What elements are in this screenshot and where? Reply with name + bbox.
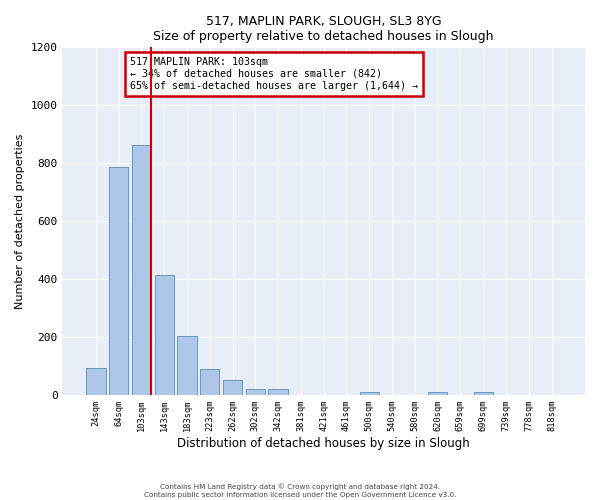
Bar [155,274,174,395]
Bar [200,369,220,395]
Text: 517 MAPLIN PARK: 103sqm
← 34% of detached houses are smaller (842)
65% of semi-d: 517 MAPLIN PARK: 103sqm ← 34% of detache… [130,58,418,90]
Bar [178,336,197,395]
Bar [245,390,265,395]
Bar [359,392,379,395]
Bar [268,390,288,395]
Bar [473,392,493,395]
Bar [132,145,151,395]
Bar [109,168,128,395]
Text: Contains HM Land Registry data © Crown copyright and database right 2024.
Contai: Contains HM Land Registry data © Crown c… [144,484,456,498]
Bar [223,380,242,395]
Y-axis label: Number of detached properties: Number of detached properties [15,134,25,308]
Title: 517, MAPLIN PARK, SLOUGH, SL3 8YG
Size of property relative to detached houses i: 517, MAPLIN PARK, SLOUGH, SL3 8YG Size o… [154,15,494,43]
Bar [428,392,448,395]
Bar [86,368,106,395]
X-axis label: Distribution of detached houses by size in Slough: Distribution of detached houses by size … [178,437,470,450]
